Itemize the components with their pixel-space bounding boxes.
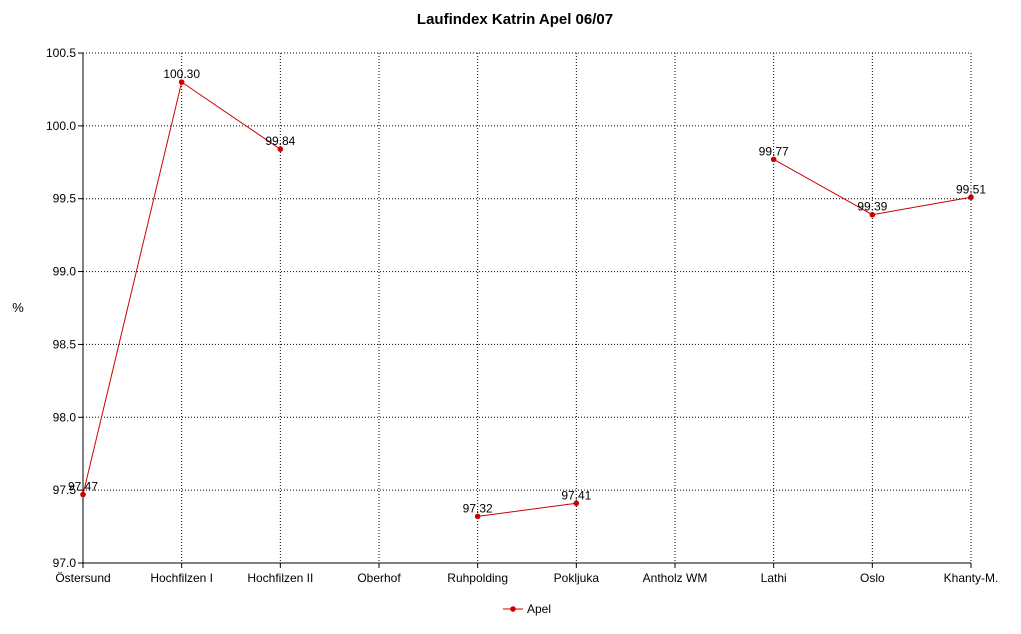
grid bbox=[83, 52, 972, 563]
legend-label: Apel bbox=[527, 602, 551, 616]
chart-title: Laufindex Katrin Apel 06/07 bbox=[417, 11, 613, 28]
data-label: 100.30 bbox=[163, 67, 200, 81]
data-label: 99.39 bbox=[857, 200, 887, 214]
y-tick-label: 97.5 bbox=[53, 483, 77, 497]
y-tick-label: 100.5 bbox=[46, 46, 76, 60]
data-point bbox=[474, 513, 481, 520]
data-point bbox=[277, 146, 284, 152]
data-point bbox=[80, 491, 86, 498]
x-tick-label: Oberhof bbox=[357, 571, 401, 585]
data-label: 99.51 bbox=[956, 182, 986, 196]
x-tick-labels: Östersund Hochfilzen I Hochfilzen II Oberho… bbox=[55, 571, 998, 585]
legend: Apel bbox=[503, 602, 551, 616]
x-tick-label: Khanty-M. bbox=[944, 571, 999, 585]
y-tick-label: 99.5 bbox=[53, 192, 77, 206]
data-label: 99.84 bbox=[265, 134, 295, 148]
series-line-segment bbox=[477, 502, 577, 517]
y-tick-label: 98.5 bbox=[53, 337, 77, 351]
x-tick-label: Pokljuka bbox=[554, 571, 600, 585]
x-tick-label: Oslo bbox=[860, 571, 885, 585]
x-tick-label: Hochfilzen II bbox=[247, 571, 313, 585]
y-tick-label: 98.0 bbox=[53, 410, 77, 424]
data-point bbox=[968, 194, 974, 201]
legend-marker bbox=[510, 606, 516, 612]
y-tick-labels: 97.0 97.5 98.0 98.5 99.0 99.5 100.0 100.5 bbox=[46, 46, 76, 570]
series-line-segment bbox=[181, 81, 281, 150]
y-tick-label: 100.0 bbox=[46, 119, 76, 133]
y-axis-label: % bbox=[12, 300, 24, 315]
series-line-segment bbox=[773, 158, 873, 216]
data-point bbox=[573, 500, 580, 507]
series-line-segment bbox=[872, 196, 972, 216]
x-tick-label: Ruhpolding bbox=[447, 571, 508, 585]
series-apel: 97.47 100.30 99.84 97.32 97.41 99.77 99.39 99.5… bbox=[68, 67, 986, 520]
x-tick-label: Östersund bbox=[55, 571, 110, 585]
x-tick-label: Hochfilzen I bbox=[150, 571, 213, 585]
y-tick-label: 99.0 bbox=[53, 265, 77, 279]
data-label: 99.77 bbox=[759, 144, 789, 158]
data-label: 97.47 bbox=[68, 480, 98, 494]
data-point bbox=[770, 156, 777, 163]
series-line-segment bbox=[82, 82, 183, 495]
y-tick-label: 97.0 bbox=[53, 556, 77, 570]
data-label: 97.41 bbox=[561, 488, 591, 502]
x-tick-label: Lathi bbox=[761, 571, 787, 585]
axes bbox=[78, 52, 972, 568]
x-tick-label: Antholz WM bbox=[643, 571, 708, 585]
data-label: 97.32 bbox=[463, 501, 493, 515]
data-point bbox=[178, 79, 185, 85]
data-point bbox=[869, 211, 876, 218]
